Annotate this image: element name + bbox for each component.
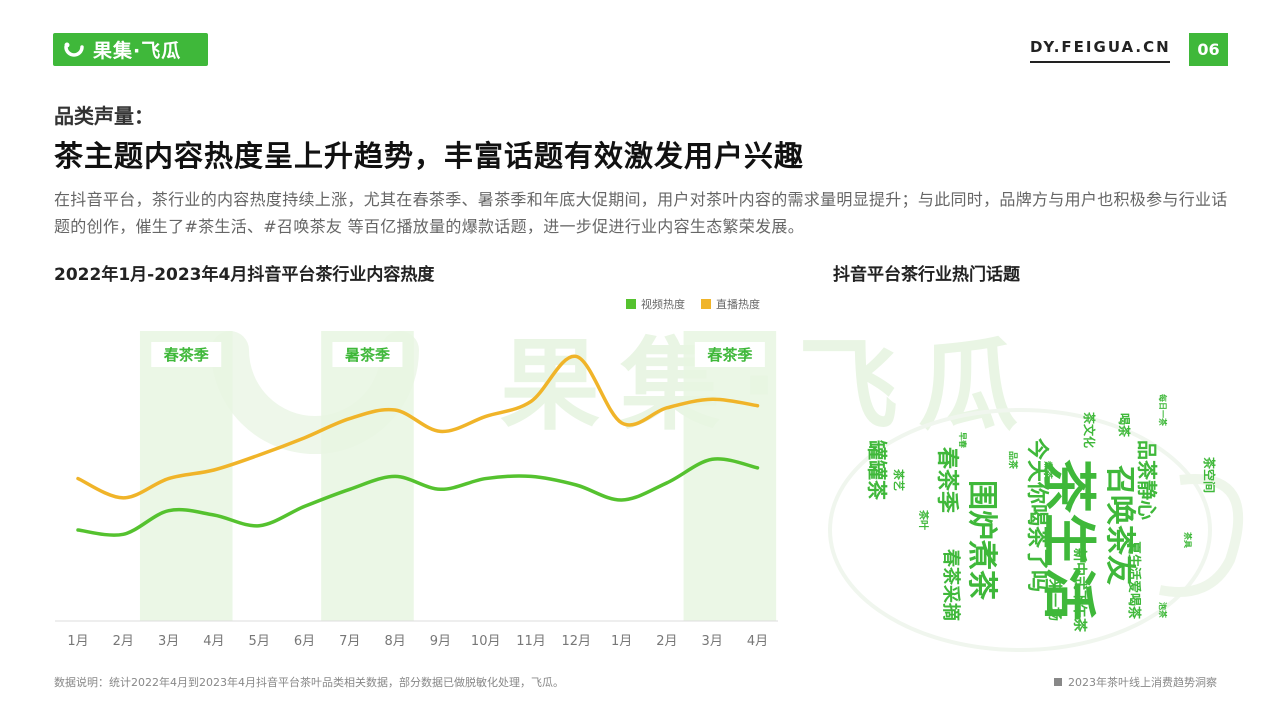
page-title: 茶主题内容热度呈上升趋势，丰富话题有效激发用户兴趣: [54, 139, 805, 173]
cloud-word-0: 茶生活: [1037, 459, 1100, 621]
page-description: 在抖音平台，茶行业的内容热度持续上涨，尤其在春茶季、暑茶季和年底大促期间，用户对…: [54, 190, 1228, 236]
cloud-word-3: 今天你喝茶了吗: [1024, 438, 1050, 592]
site-url-underline: [1030, 61, 1170, 63]
season-label-0: 春茶季: [164, 346, 209, 364]
x-tick-label-14: 3月: [702, 634, 723, 649]
series-line-1: [76, 354, 760, 500]
chart-title: 2022年1月-2023年4月抖音平台茶行业内容热度: [54, 265, 435, 285]
brand-logo[interactable]: 果集·飞瓜: [53, 33, 208, 66]
cloud-word-20: 煮茶: [1042, 460, 1054, 480]
x-tick-label-10: 11月: [516, 634, 546, 649]
cloud-teapot-handle: [1159, 474, 1244, 597]
x-tick-label-6: 7月: [339, 634, 360, 649]
footer-data-note: 数据说明：统计2022年4月到2023年4月抖音平台茶叶品类相关数据，部分数据已…: [54, 676, 564, 689]
x-tick-label-13: 2月: [656, 634, 677, 649]
season-label-bg-2: [694, 342, 765, 367]
x-tick-label-8: 9月: [430, 634, 451, 649]
cloud-word-17: 早春: [958, 432, 968, 448]
cloud-word-8: 新中式下午茶: [1071, 548, 1088, 633]
legend-swatch-live: [701, 299, 711, 309]
cloud-word-11: 喝茶: [1117, 413, 1132, 438]
cloud-word-1: 召唤茶友: [1102, 464, 1137, 585]
cloud-word-16: 每日一茶: [1158, 394, 1168, 427]
page-number: 06: [1189, 33, 1228, 66]
logo-text: 果集·飞瓜: [93, 40, 182, 62]
cloud-word-15: 茶叶: [917, 509, 930, 530]
cloud-word-4: 品茶静心: [1135, 440, 1159, 520]
legend-label-live: 直播热度: [716, 298, 760, 311]
x-tick-label-2: 3月: [158, 634, 179, 649]
cloud-word-12: 茶空间: [1202, 456, 1217, 493]
cloud-teapot-outline: [828, 408, 1212, 652]
legend-item-live[interactable]: 直播热度: [701, 296, 760, 312]
series-line-0: [76, 457, 760, 537]
footer-report-name: 2023年茶叶线上消费趋势洞察: [1054, 674, 1217, 690]
x-axis: 1月 2月 3月 4月 5月 6月 7月 8月 9月 10月 11月 12月 1月 2月 3月 4月: [55, 620, 778, 649]
x-tick-label-12: 1月: [611, 634, 632, 649]
season-label-2: 春茶季: [707, 346, 752, 364]
section-label: 品类声量：: [54, 104, 154, 128]
cloud-word-21: 泡茶: [1158, 602, 1168, 619]
x-tick-label-1: 2月: [113, 634, 134, 649]
x-tick-label-4: 5月: [249, 634, 270, 649]
cloud-word-18: 品茶: [1007, 451, 1019, 470]
x-tick-label-15: 4月: [747, 634, 768, 649]
season-label-bg-0: [151, 342, 222, 367]
cloud-word-7: 罐罐茶: [865, 439, 889, 501]
footer-square-icon: [1054, 678, 1062, 686]
x-tick-label-7: 8月: [384, 634, 405, 649]
cloud-word-9: 来一场: [1046, 578, 1062, 621]
smile-logo-icon: [64, 42, 84, 57]
legend-item-video[interactable]: 视频热度: [626, 296, 685, 312]
cloud-word-2: 围炉煮茶: [964, 480, 999, 601]
season-label-1: 暑茶季: [345, 346, 390, 364]
cloud-word-19: 茶具: [1183, 531, 1193, 548]
chart-lines: [76, 354, 760, 537]
x-tick-label-3: 4月: [203, 634, 224, 649]
legend-label-video: 视频热度: [641, 298, 685, 311]
x-tick-label-9: 10月: [471, 634, 501, 649]
cloud-word-13: 夏生活爱喝茶: [1126, 540, 1142, 620]
cloud-word-5: 春茶季: [934, 447, 959, 513]
cloud-word-6: 春茶采摘: [940, 549, 962, 621]
chart-legend: 视频热度 直播热度: [626, 296, 776, 312]
word-cloud-title: 抖音平台茶行业热门话题: [833, 265, 1020, 285]
x-tick-label-11: 12月: [562, 634, 592, 649]
footer-report-label: 2023年茶叶线上消费趋势洞察: [1068, 676, 1217, 689]
season-label-bg-1: [332, 342, 403, 367]
x-tick-label-5: 6月: [294, 634, 315, 649]
legend-swatch-video: [626, 299, 636, 309]
cloud-word-10: 茶文化: [1082, 411, 1097, 448]
cloud-word-14: 茶艺: [892, 468, 906, 491]
site-url[interactable]: DY.FEIGUA.CN: [1030, 38, 1171, 56]
x-tick-label-0: 1月: [67, 634, 88, 649]
season-band-2: [683, 331, 777, 621]
